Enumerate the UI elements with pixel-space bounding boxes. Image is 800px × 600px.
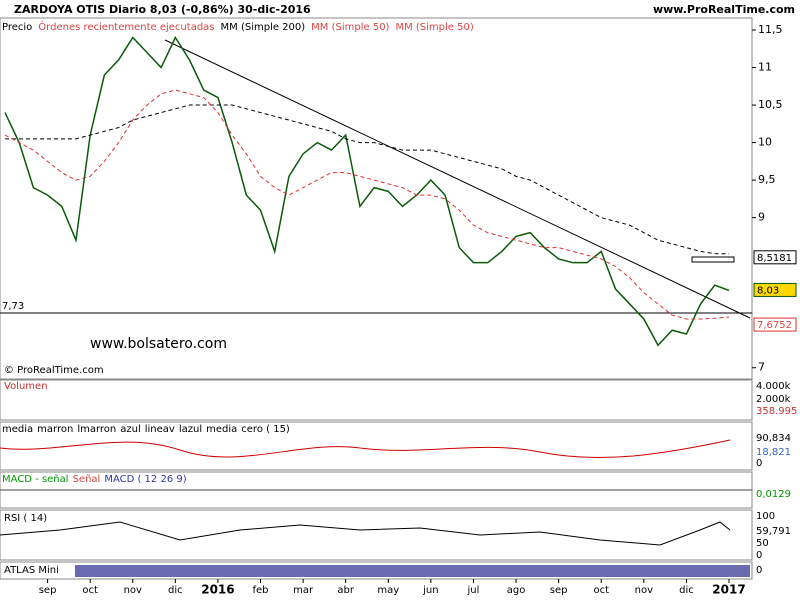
macd-legend: MACD - señal [2, 474, 69, 485]
watermark: www.bolsatero.com [90, 336, 227, 352]
x-tick-label: mar [293, 585, 314, 596]
volume-last: 358.995 [756, 406, 797, 417]
legend-entry: MM (Simple 50) [311, 22, 389, 33]
indicator-legend: media [2, 424, 33, 435]
macd-legend: Señal [73, 474, 101, 485]
copyright: © ProRealTime.com [4, 365, 104, 376]
x-tick-label: dic [168, 585, 183, 596]
y-tick-label: 7 [758, 361, 765, 374]
macd-label: 0,0129 [756, 489, 791, 500]
y-tick-label: 9 [758, 211, 765, 224]
last-box [753, 250, 797, 265]
atlas-panel [0, 561, 753, 580]
y-tick-label: 10,5 [758, 98, 783, 111]
legend-entry: Órdenes recientemente ejecutadas [38, 20, 214, 33]
volume-tick: 2.000k [756, 394, 791, 405]
last-label: 8,03 [757, 285, 779, 296]
site: www.ProRealTime.com [653, 3, 795, 16]
volume-panel [0, 379, 753, 421]
last-label: 7,6752 [757, 320, 792, 331]
indicator-label: 0 [756, 458, 762, 469]
x-tick-label: oct [82, 585, 98, 596]
indicator-line [0, 439, 731, 459]
indicator-legend: cero ( 15) [241, 424, 290, 435]
x-tick-label: jun [422, 585, 438, 596]
rsi-line [0, 521, 731, 546]
x-tick-label: sep [550, 585, 568, 596]
volume-label: Volumen [4, 381, 48, 392]
rsi-label: 50 [756, 538, 769, 549]
indicator-legend: marron [37, 424, 73, 435]
indicator-legend: lineav [145, 424, 175, 435]
rsi-label: 100 [756, 511, 775, 522]
y-tick-label: 10 [758, 136, 772, 149]
volume-tick: 4.000k [756, 381, 791, 392]
rsi-panel [0, 509, 753, 561]
x-tick-label: jul [467, 585, 480, 596]
y-tick-label: 11 [758, 61, 772, 74]
y-tick-label: 9,5 [758, 173, 776, 186]
series-line [4, 89, 730, 320]
price-panel [0, 17, 753, 380]
x-tick-label: may [377, 585, 399, 596]
indicator-legend: lmarron [77, 424, 116, 435]
legend-entry: MM (Simple 200) [221, 22, 306, 33]
x-tick-label: abr [337, 585, 354, 596]
x-tick-label: nov [635, 585, 653, 596]
atlas-fill [75, 565, 750, 577]
trend-line [164, 39, 751, 319]
indicator-label: 18,821 [756, 447, 791, 458]
macd-legend: MACD ( 12 26 9) [104, 474, 186, 485]
series-line [4, 35, 730, 347]
x-tick-label: 2016 [201, 583, 234, 597]
last-box [753, 282, 797, 297]
last-label: 8,5181 [757, 253, 792, 264]
rsi-label: 59,791 [756, 526, 791, 537]
atlas-title: ATLAS Mini [4, 565, 59, 576]
rsi-title: RSI ( 14) [4, 513, 47, 524]
last-box [753, 317, 797, 332]
title: ZARDOYA OTIS Diario 8,03 (-0,86%) 30-dic… [14, 3, 311, 16]
hline-label: 7,73 [2, 301, 24, 312]
indicator-label: 90,834 [756, 433, 791, 444]
indicator-legend: azul [120, 424, 141, 435]
rsi-label: 0 [756, 550, 762, 561]
x-tick-label: dic [679, 585, 694, 596]
legend-entry: Precio [2, 22, 32, 33]
x-tick-label: ago [507, 585, 526, 596]
atlas-label: 0 [756, 565, 762, 576]
legend-entry: MM (Simple 50) [395, 22, 473, 33]
x-tick-label: feb [253, 585, 269, 596]
y-tick-label: 11,5 [758, 23, 783, 36]
series-line [5, 104, 730, 255]
x-tick-label: sep [39, 585, 57, 596]
indicator-legend: media [206, 424, 237, 435]
indicator-legend: lazul [179, 424, 202, 435]
indicator-panel [0, 421, 753, 471]
x-tick-label: oct [593, 585, 609, 596]
x-tick-label: 2017 [712, 583, 745, 597]
target-box [691, 256, 735, 263]
x-tick-label: nov [124, 585, 142, 596]
